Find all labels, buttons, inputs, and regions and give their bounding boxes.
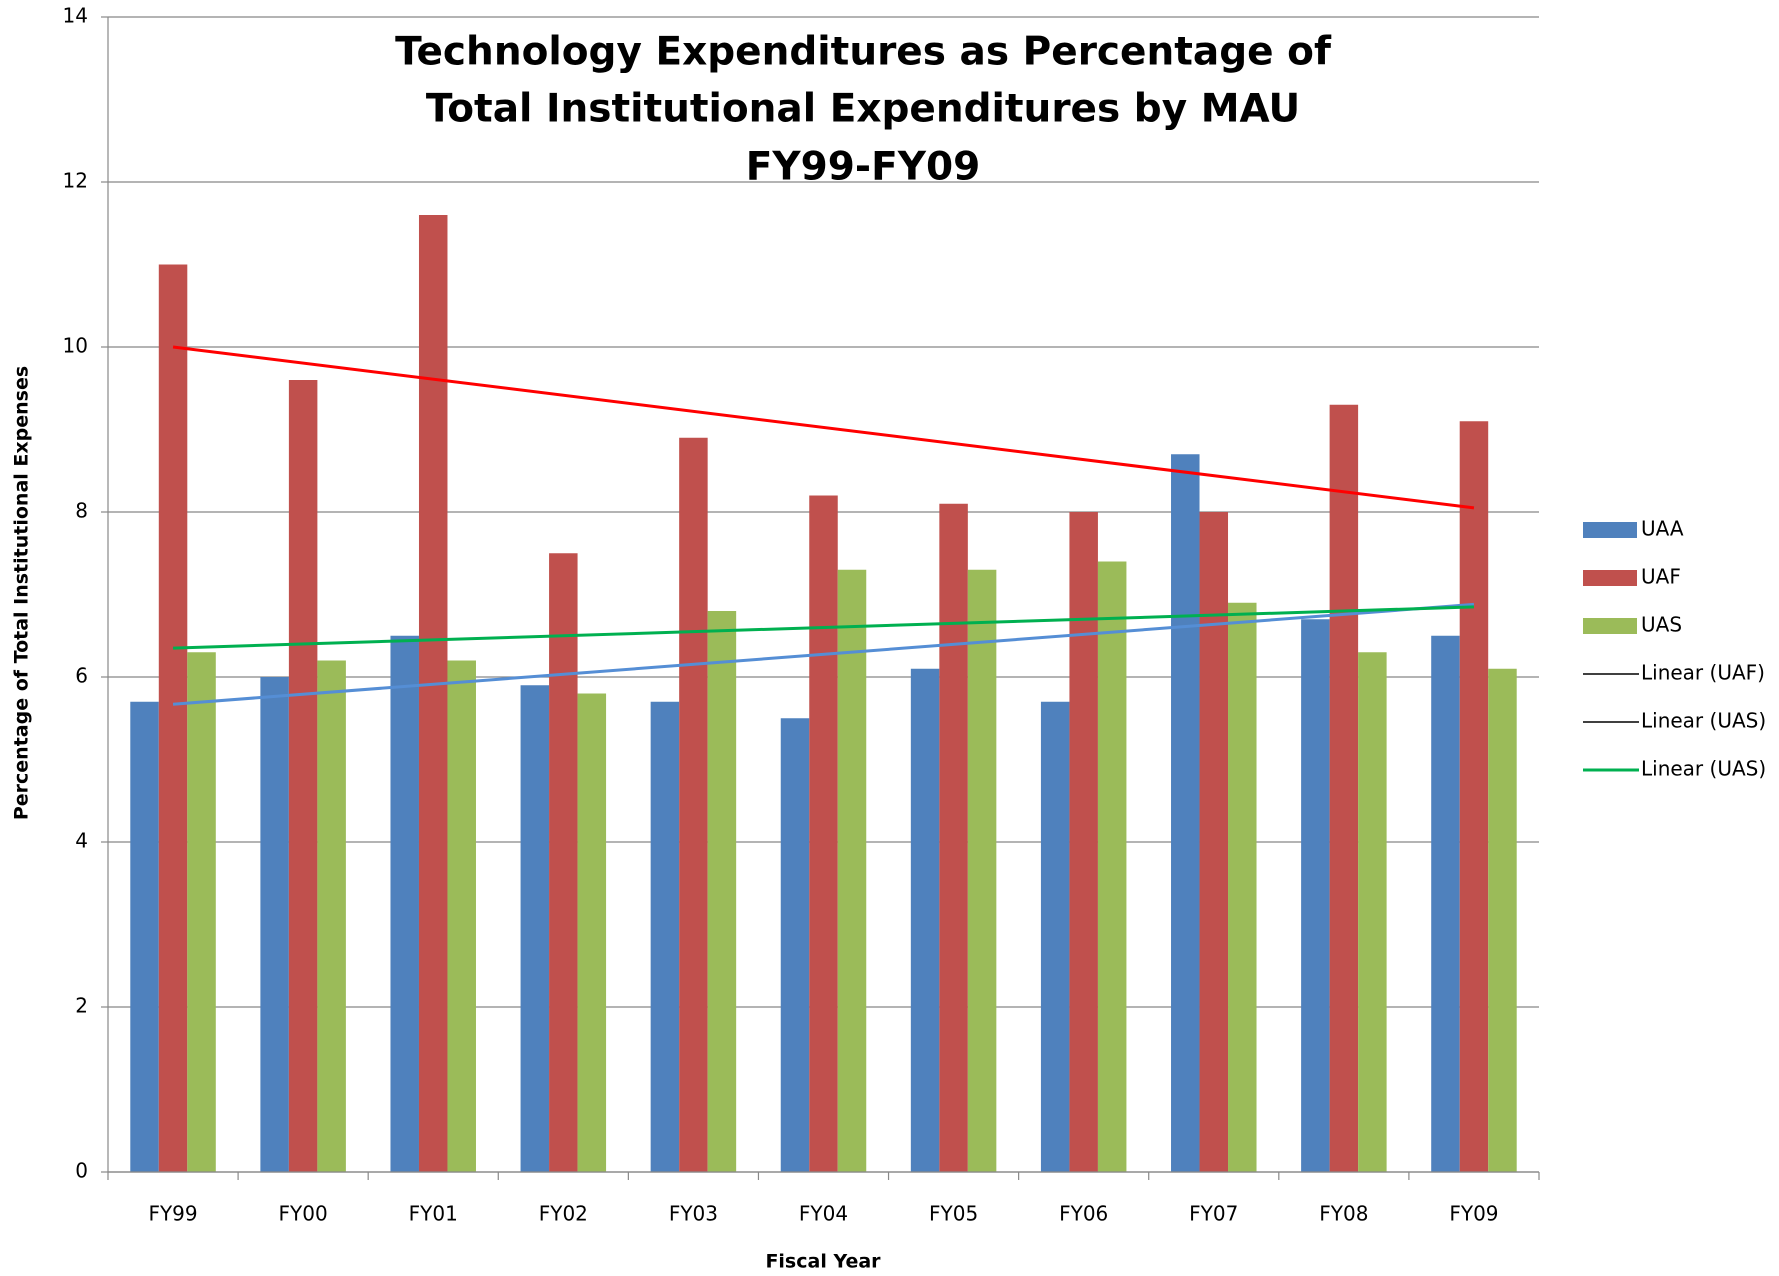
y-tick-label: 10 bbox=[63, 334, 88, 358]
bar bbox=[679, 437, 708, 1172]
x-tick-label: FY03 bbox=[669, 1202, 718, 1226]
trendline bbox=[172, 345, 1475, 510]
x-tick-label: FY04 bbox=[799, 1202, 848, 1226]
bar bbox=[187, 652, 216, 1172]
legend-label: Linear (UAF) bbox=[1641, 661, 1765, 685]
y-tick-label: 0 bbox=[75, 1159, 88, 1183]
bar bbox=[390, 635, 419, 1172]
bar bbox=[549, 553, 578, 1172]
bar bbox=[158, 264, 188, 1172]
chart-title: Technology Expenditures as Percentage of bbox=[395, 30, 1332, 75]
chart-title: FY99-FY09 bbox=[746, 145, 981, 190]
bar bbox=[1228, 602, 1257, 1172]
x-axis-title: Fiscal Year bbox=[765, 1251, 881, 1273]
legend-swatch bbox=[1583, 618, 1637, 634]
x-tick-label: FY05 bbox=[929, 1202, 978, 1226]
x-tick-label: FY99 bbox=[148, 1202, 197, 1226]
bar bbox=[288, 380, 318, 1172]
y-tick-label: 8 bbox=[75, 499, 88, 523]
x-tick-label: FY09 bbox=[1449, 1202, 1498, 1226]
bar bbox=[939, 503, 968, 1172]
x-tick-label: FY01 bbox=[409, 1202, 458, 1226]
legend-label: UAF bbox=[1641, 565, 1681, 589]
legend-label: UAA bbox=[1641, 517, 1684, 541]
legend-label: Linear (UAS) bbox=[1641, 709, 1766, 733]
bar bbox=[1171, 454, 1200, 1172]
bar bbox=[317, 660, 346, 1172]
bar bbox=[1199, 512, 1229, 1172]
legend-label: UAS bbox=[1641, 613, 1682, 637]
bar bbox=[707, 611, 737, 1172]
legend-swatch bbox=[1583, 570, 1637, 586]
x-tick-label: FY06 bbox=[1059, 1202, 1108, 1226]
y-tick-label: 4 bbox=[75, 829, 88, 853]
bar bbox=[780, 718, 810, 1172]
x-tick-label: FY00 bbox=[279, 1202, 328, 1226]
chart-title: Total Institutional Expenditures by MAU bbox=[426, 87, 1300, 132]
bar bbox=[1488, 668, 1517, 1172]
bar bbox=[260, 677, 289, 1172]
y-axis-title: Percentage of Total Institutional Expens… bbox=[11, 366, 33, 820]
x-tick-label: FY02 bbox=[539, 1202, 588, 1226]
bar bbox=[910, 668, 940, 1172]
bar bbox=[650, 701, 680, 1172]
y-tick-label: 14 bbox=[63, 4, 88, 28]
bar bbox=[418, 215, 448, 1172]
bar bbox=[809, 495, 838, 1172]
x-tick-label: FY07 bbox=[1189, 1202, 1238, 1226]
legend-swatch bbox=[1583, 522, 1637, 538]
bar bbox=[1040, 701, 1070, 1172]
bar bbox=[130, 701, 159, 1172]
bar bbox=[447, 660, 476, 1172]
bar bbox=[1329, 404, 1359, 1172]
bar bbox=[837, 569, 867, 1172]
bar bbox=[1069, 512, 1098, 1172]
bar bbox=[967, 569, 997, 1172]
trendline bbox=[172, 605, 1475, 650]
bar bbox=[577, 693, 607, 1172]
bar bbox=[520, 685, 550, 1172]
bar bbox=[1301, 619, 1330, 1172]
bar bbox=[1431, 635, 1460, 1172]
bar bbox=[1358, 652, 1387, 1172]
bar bbox=[1097, 561, 1127, 1172]
legend-label: Linear (UAS) bbox=[1641, 757, 1766, 781]
trendline bbox=[172, 602, 1475, 706]
y-tick-label: 12 bbox=[63, 169, 88, 193]
x-tick-label: FY08 bbox=[1319, 1202, 1368, 1226]
y-tick-label: 6 bbox=[75, 664, 88, 688]
bar bbox=[1459, 421, 1489, 1172]
y-tick-label: 2 bbox=[75, 994, 88, 1018]
